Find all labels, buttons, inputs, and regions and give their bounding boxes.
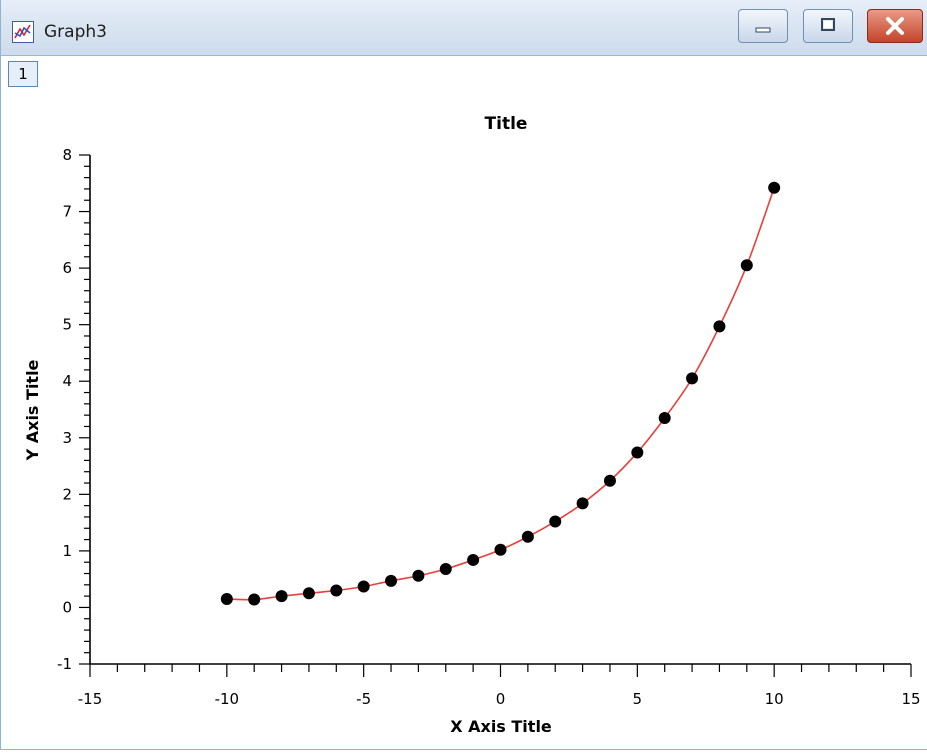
y-tick-label: 7 — [62, 203, 72, 221]
page-tab-strip: 1 — [1, 57, 927, 90]
data-point — [330, 584, 343, 597]
maximize-icon — [821, 18, 835, 31]
data-point — [631, 446, 644, 459]
data-point — [740, 259, 753, 272]
y-tick-label: 1 — [62, 542, 72, 560]
data-point — [439, 562, 452, 575]
data-point — [385, 574, 398, 587]
data-point — [549, 515, 562, 528]
x-tick-label: 15 — [901, 690, 920, 708]
window-title: Graph3 — [44, 22, 107, 42]
chart-title: Title — [485, 114, 528, 134]
data-point — [302, 587, 315, 600]
graph-app-icon — [12, 21, 34, 43]
data-point — [357, 580, 370, 593]
x-tick-label: -10 — [215, 690, 240, 708]
data-point — [275, 590, 288, 603]
y-tick-label: -1 — [57, 655, 72, 673]
x-tick-label: -15 — [78, 690, 103, 708]
data-point — [248, 593, 261, 606]
data-point — [576, 497, 589, 510]
data-point — [603, 474, 616, 487]
y-tick-label: 0 — [62, 598, 72, 616]
close-icon — [886, 17, 904, 35]
y-tick-label: 5 — [62, 316, 72, 334]
x-axis-title: X Axis Title — [450, 717, 552, 736]
data-point — [521, 530, 534, 543]
minimize-icon — [755, 27, 771, 33]
x-tick-label: -5 — [356, 690, 371, 708]
data-point — [467, 553, 480, 566]
page-tab-1[interactable]: 1 — [8, 61, 38, 87]
x-tick-label: 5 — [633, 690, 643, 708]
y-tick-label: 8 — [62, 146, 72, 164]
close-button[interactable] — [867, 9, 923, 43]
maximize-button[interactable] — [803, 9, 853, 43]
x-tick-label: 0 — [496, 690, 506, 708]
series-line — [226, 187, 775, 601]
y-tick-label: 6 — [62, 259, 72, 277]
y-tick-label: 3 — [62, 429, 72, 447]
title-bar[interactable]: Graph3 — [1, 0, 927, 56]
data-point — [494, 543, 507, 556]
data-point — [658, 411, 671, 424]
data-point — [713, 320, 726, 333]
y-axis-title: Y Axis Title — [23, 359, 42, 461]
data-point — [686, 372, 699, 385]
minimize-button[interactable] — [738, 9, 788, 43]
data-point — [412, 569, 425, 582]
y-tick-label: 4 — [62, 372, 72, 390]
data-point — [220, 592, 233, 605]
y-tick-label: 2 — [62, 485, 72, 503]
x-tick-label: 10 — [765, 690, 784, 708]
data-point — [768, 181, 781, 194]
